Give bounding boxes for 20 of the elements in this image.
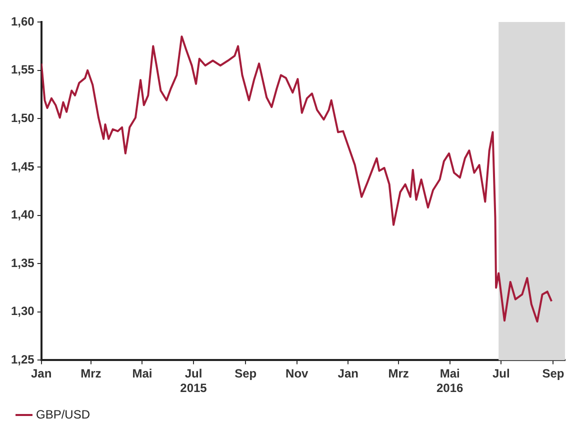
x-tick-label: Sep [234,366,257,381]
y-tick-label: 1,40 [10,208,35,222]
y-tick-label: 1,45 [10,159,35,174]
x-tick-label: Jul 2015 [180,366,208,396]
y-tick-label: 1,60 [10,14,35,28]
x-tick-label: Mrz [80,366,102,381]
x-tick-label: Mai [132,366,152,381]
y-tick-label: 1,25 [10,352,35,367]
y-tick-label: 1,50 [10,110,35,125]
x-tick-label: Sep [542,366,564,381]
x-tick-label: Mai 2016 [436,366,464,396]
x-tick-label: Jan [338,366,358,381]
x-tick-label: Jan [31,366,52,381]
x-tick-label: Nov [286,366,309,381]
y-tick-label: 1,55 [10,62,35,77]
x-tick-label: Jul [492,366,510,381]
x-tick-label: Mrz [388,366,409,381]
legend-label: GBP/USD [36,407,90,422]
y-tick-label: 1,30 [10,304,35,318]
y-tick-label: 1,35 [10,256,35,270]
